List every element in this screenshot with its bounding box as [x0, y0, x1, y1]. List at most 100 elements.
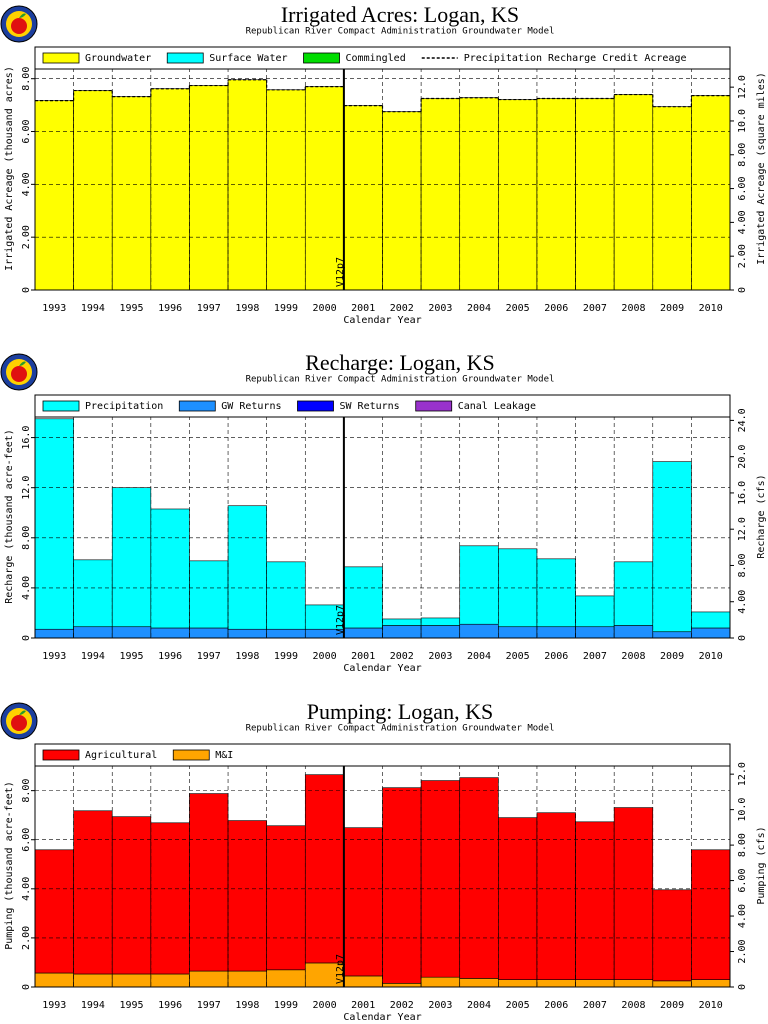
y2-tick-label: 6.00	[737, 177, 748, 201]
x-tick-label: 1994	[81, 303, 105, 314]
chart-subtitle: Republican River Compact Administration …	[246, 375, 555, 385]
x-tick-label: 2005	[506, 303, 530, 314]
bar-segment	[459, 978, 499, 988]
legend-label: Precipitation Recharge Credit Acreage	[464, 53, 687, 64]
y2-tick-label: 16.0	[737, 481, 748, 505]
x-tick-label: 2010	[699, 651, 723, 662]
bar-segment	[189, 560, 229, 629]
bar-segment	[613, 979, 654, 988]
bar-segment	[652, 461, 692, 633]
y-tick-label: 0	[21, 635, 32, 641]
logo-leaf	[19, 13, 26, 18]
bar-segment	[227, 628, 267, 639]
logo-apple	[11, 366, 27, 382]
x-tick-label: 2008	[621, 651, 645, 662]
bar-segment	[691, 611, 731, 629]
x-tick-label: 2010	[699, 1000, 723, 1011]
legend-swatch	[415, 400, 453, 412]
annotation: V12p7	[335, 954, 346, 984]
bar-segment	[691, 627, 731, 639]
bar-segment	[189, 85, 229, 291]
y2-tick-label: 10.0	[737, 109, 748, 133]
logo-apple	[11, 715, 27, 731]
bar-segment	[266, 628, 306, 639]
bar-segment	[34, 418, 74, 630]
bar-segment	[459, 623, 499, 639]
bar-segment	[575, 821, 615, 980]
legend-swatch	[42, 400, 80, 412]
y2-tick-label: 0	[737, 287, 748, 293]
x-tick-label: 2010	[699, 303, 723, 314]
y2-tick-label: 0	[737, 984, 748, 990]
x-tick-label: 1996	[158, 303, 182, 314]
y-axis-title: Irrigated Acreage (thousand acres)	[4, 66, 15, 271]
y-tick-label: 8.00	[21, 67, 32, 91]
logo	[0, 702, 38, 740]
y2-tick-label: 8.00	[737, 833, 748, 857]
y2-tick-label: 6.00	[737, 869, 748, 893]
x-tick-label: 1998	[235, 1000, 259, 1011]
bar-segment	[227, 970, 267, 988]
x-tick-label: 1997	[197, 1000, 221, 1011]
bar-segment	[150, 822, 190, 975]
bar-segment	[189, 627, 229, 639]
y2-axis-title: Irrigated Acreage (square miles)	[756, 72, 767, 265]
x-tick-label: 1997	[197, 303, 221, 314]
x-axis-title: Calendar Year	[343, 663, 421, 674]
bar-segment	[266, 561, 306, 630]
y2-tick-label: 20.0	[737, 445, 748, 469]
x-tick-label: 2000	[313, 303, 337, 314]
y-tick-label: 8.00	[21, 526, 32, 550]
bar-segment	[111, 816, 152, 975]
logo	[0, 5, 38, 43]
y-tick-label: 8.00	[21, 779, 32, 803]
bar-segment	[652, 889, 692, 982]
bar-segment	[420, 625, 461, 639]
x-tick-label: 1999	[274, 651, 298, 662]
legend-label: M&I	[215, 750, 233, 761]
y2-tick-label: 10.0	[737, 798, 748, 822]
bar-segment	[343, 566, 383, 629]
y2-tick-label: 12.0	[737, 762, 748, 786]
x-tick-label: 1993	[42, 1000, 66, 1011]
bar-segment	[227, 79, 267, 291]
x-tick-label: 1999	[274, 303, 298, 314]
legend-swatch	[172, 749, 210, 761]
bar-segment	[536, 98, 576, 291]
bar-segment	[34, 628, 74, 639]
x-tick-label: 2002	[390, 1000, 414, 1011]
x-tick-label: 2007	[583, 303, 607, 314]
bar-segment	[343, 827, 383, 977]
bar-segment	[73, 810, 113, 975]
bar-segment	[459, 97, 499, 291]
bar-segment	[459, 777, 499, 979]
bar-segment	[536, 558, 576, 628]
x-tick-label: 1994	[81, 1000, 105, 1011]
bar-segment	[420, 976, 461, 988]
annotation: V12p7	[335, 257, 346, 287]
bar-segment	[73, 559, 113, 628]
bar-segment	[382, 625, 422, 639]
x-tick-label: 1998	[235, 651, 259, 662]
x-tick-label: 2003	[428, 303, 452, 314]
x-tick-label: 2006	[544, 1000, 568, 1011]
bar-segment	[536, 979, 576, 988]
legend-label: Precipitation	[85, 401, 163, 412]
bar-segment	[111, 973, 152, 988]
y-axis-title: Recharge (thousand acre-feet)	[4, 429, 15, 604]
bar-segment	[536, 626, 576, 639]
bar-segment	[459, 545, 499, 625]
bar-segment	[343, 105, 383, 291]
bar-segment	[420, 98, 461, 291]
x-tick-label: 2000	[313, 651, 337, 662]
x-tick-label: 1995	[119, 303, 143, 314]
chart-title: Irrigated Acres: Logan, KS	[281, 2, 519, 27]
bar-segment	[227, 820, 267, 972]
bar-segment	[382, 618, 422, 626]
x-tick-label: 2004	[467, 303, 491, 314]
chart-subtitle: Republican River Compact Administration …	[246, 27, 555, 37]
x-axis-title: Calendar Year	[343, 315, 421, 326]
legend-box	[34, 394, 731, 418]
bar-segment	[150, 88, 190, 291]
y2-tick-label: 24.0	[737, 408, 748, 432]
